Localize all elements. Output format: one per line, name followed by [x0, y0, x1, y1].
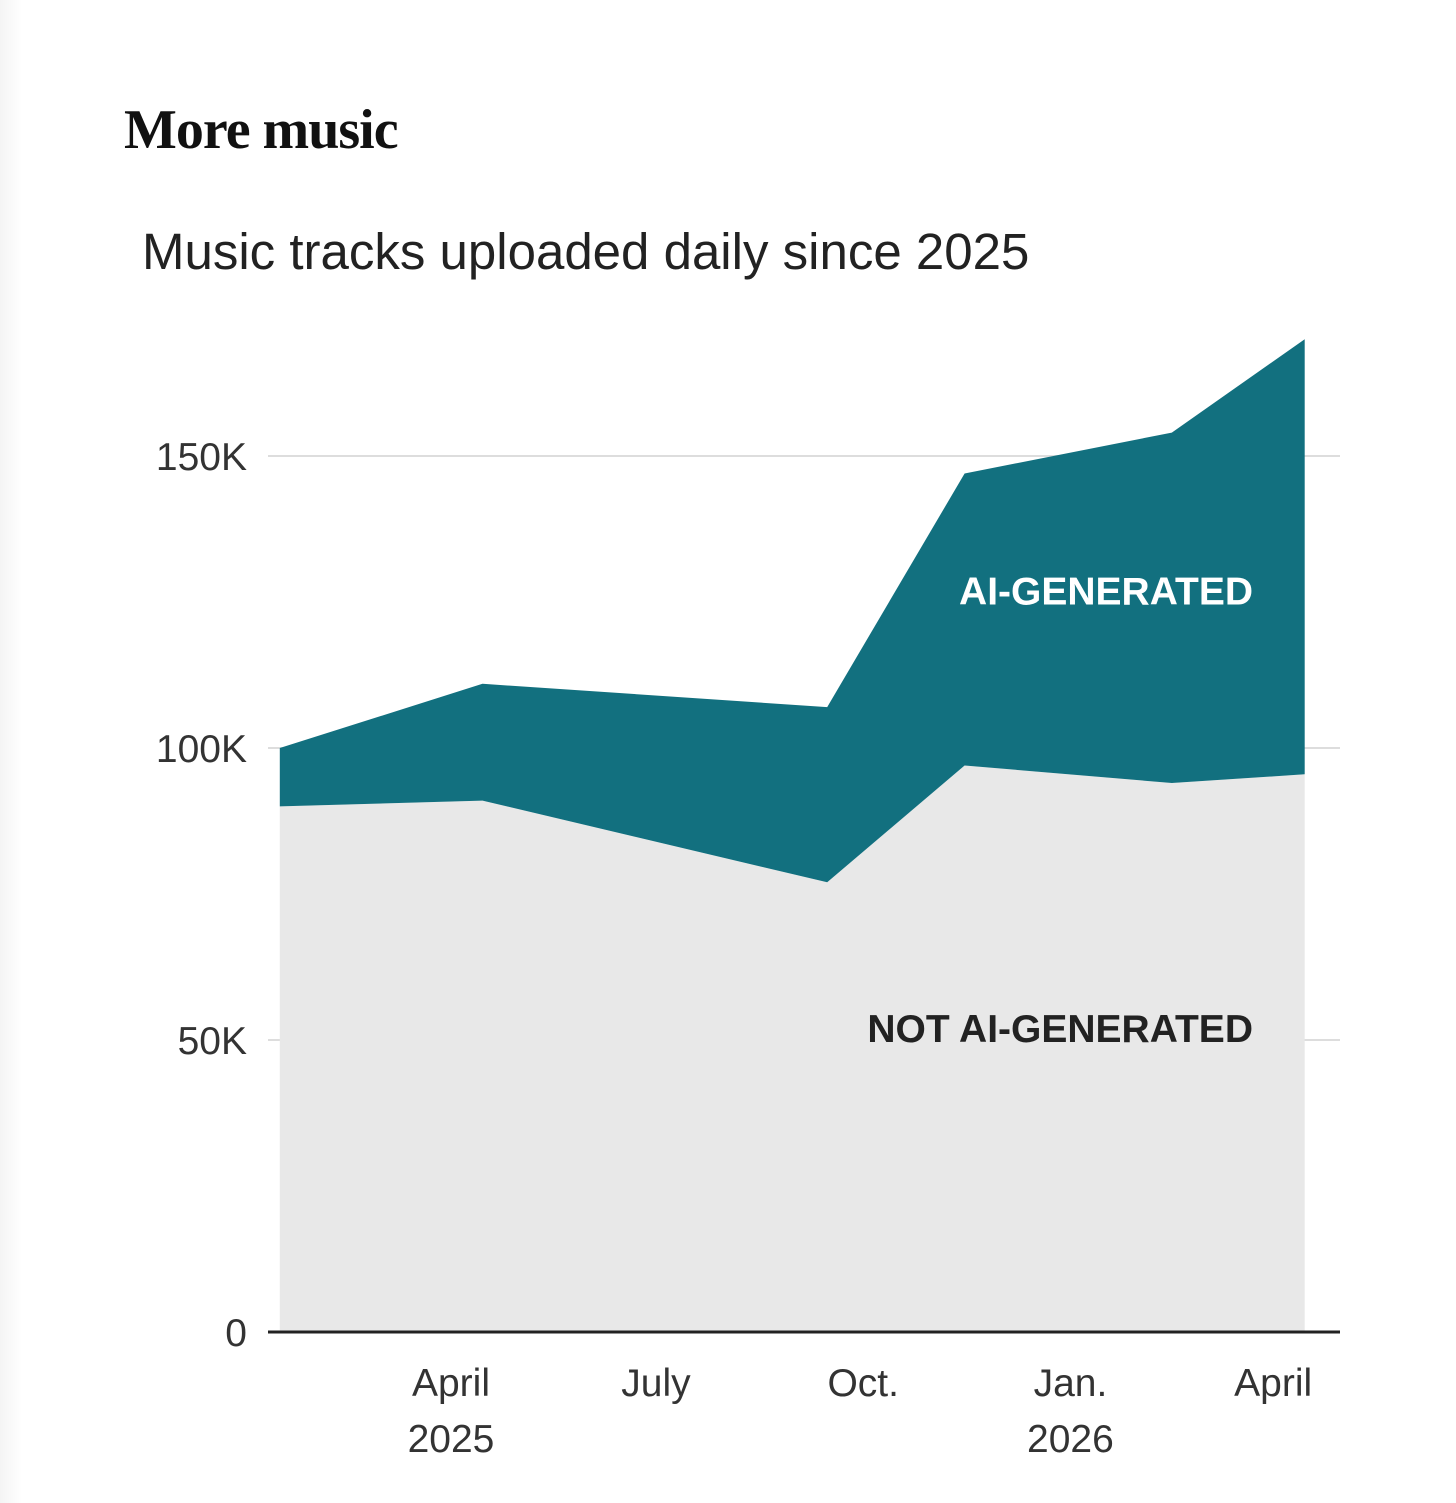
x-tick-year-label: 2025: [408, 1418, 495, 1461]
x-tick-label: April: [1234, 1362, 1312, 1405]
series-label-not-ai-generated: NOT AI-GENERATED: [867, 1008, 1253, 1051]
x-tick-label: Jan.: [1034, 1362, 1108, 1405]
x-tick-label: April: [412, 1362, 490, 1405]
x-tick-label: July: [621, 1362, 691, 1405]
series-label-ai-generated: AI-GENERATED: [959, 570, 1253, 613]
area-ai-generated: [279, 339, 1305, 883]
y-tick-label: 50K: [178, 1020, 247, 1063]
y-tick-label: 150K: [156, 436, 247, 479]
area-not-ai-generated: [279, 765, 1305, 1332]
chart-title: Music tracks uploaded daily since 2025: [142, 223, 1030, 280]
y-tick-label: 100K: [156, 728, 247, 771]
x-tick-year-label: 2026: [1027, 1418, 1114, 1461]
x-tick-label: Oct.: [827, 1362, 899, 1405]
y-tick-label: 0: [225, 1312, 247, 1355]
headline: More music: [124, 99, 399, 161]
